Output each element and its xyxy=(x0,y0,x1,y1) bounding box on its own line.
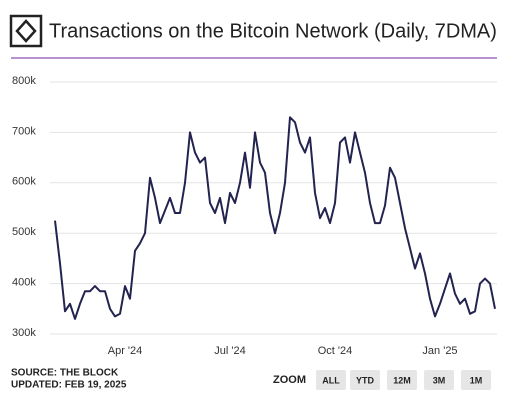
zoom-button-label: 1M xyxy=(470,375,483,385)
y-tick-label: 600k xyxy=(12,176,36,188)
zoom-button-label: 3M xyxy=(433,375,446,385)
zoom-button-bg xyxy=(387,370,417,390)
zoom-label: ZOOM xyxy=(273,374,306,386)
zoom-button[interactable]: 3M xyxy=(424,370,454,390)
y-tick-label: 400k xyxy=(12,277,36,289)
plot: 300k 400k 500k 600k 700k 800k Apr '24 Jul '24 Oc… xyxy=(12,75,497,357)
y-tick-label: 300k xyxy=(12,327,36,339)
zoom-button[interactable]: ALL xyxy=(316,370,346,390)
x-tick-label: Oct '24 xyxy=(318,345,353,357)
zoom-button-bg xyxy=(316,370,346,390)
zoom-buttons: ALL YTD 12M 3M 1M xyxy=(316,370,491,390)
y-tick-label: 700k xyxy=(12,125,36,137)
y-tick-label: 800k xyxy=(12,75,36,87)
zoom-button[interactable]: YTD xyxy=(350,370,380,390)
x-tick-label: Jul '24 xyxy=(214,345,245,357)
logo xyxy=(9,14,43,48)
zoom-button-bg xyxy=(461,370,491,390)
zoom-button[interactable]: 12M xyxy=(387,370,417,390)
updated: UPDATED: FEB 19, 2025 xyxy=(11,380,127,391)
y-tick-label: 500k xyxy=(12,226,36,238)
zoom-button-label: 12M xyxy=(393,375,411,385)
source: SOURCE: THE BLOCK xyxy=(11,368,119,379)
chart-title: Transactions on the Bitcoin Network (Dai… xyxy=(49,20,497,42)
x-tick-label: Jan '25 xyxy=(422,345,457,357)
zoom-button-label: ALL xyxy=(322,375,340,385)
zoom-button[interactable]: 1M xyxy=(461,370,491,390)
zoom-button-bg xyxy=(424,370,454,390)
line xyxy=(54,116,496,320)
zoom-button-bg xyxy=(350,370,380,390)
x-tick-label: Apr '24 xyxy=(108,345,143,357)
zoom-button-label: YTD xyxy=(356,375,375,385)
